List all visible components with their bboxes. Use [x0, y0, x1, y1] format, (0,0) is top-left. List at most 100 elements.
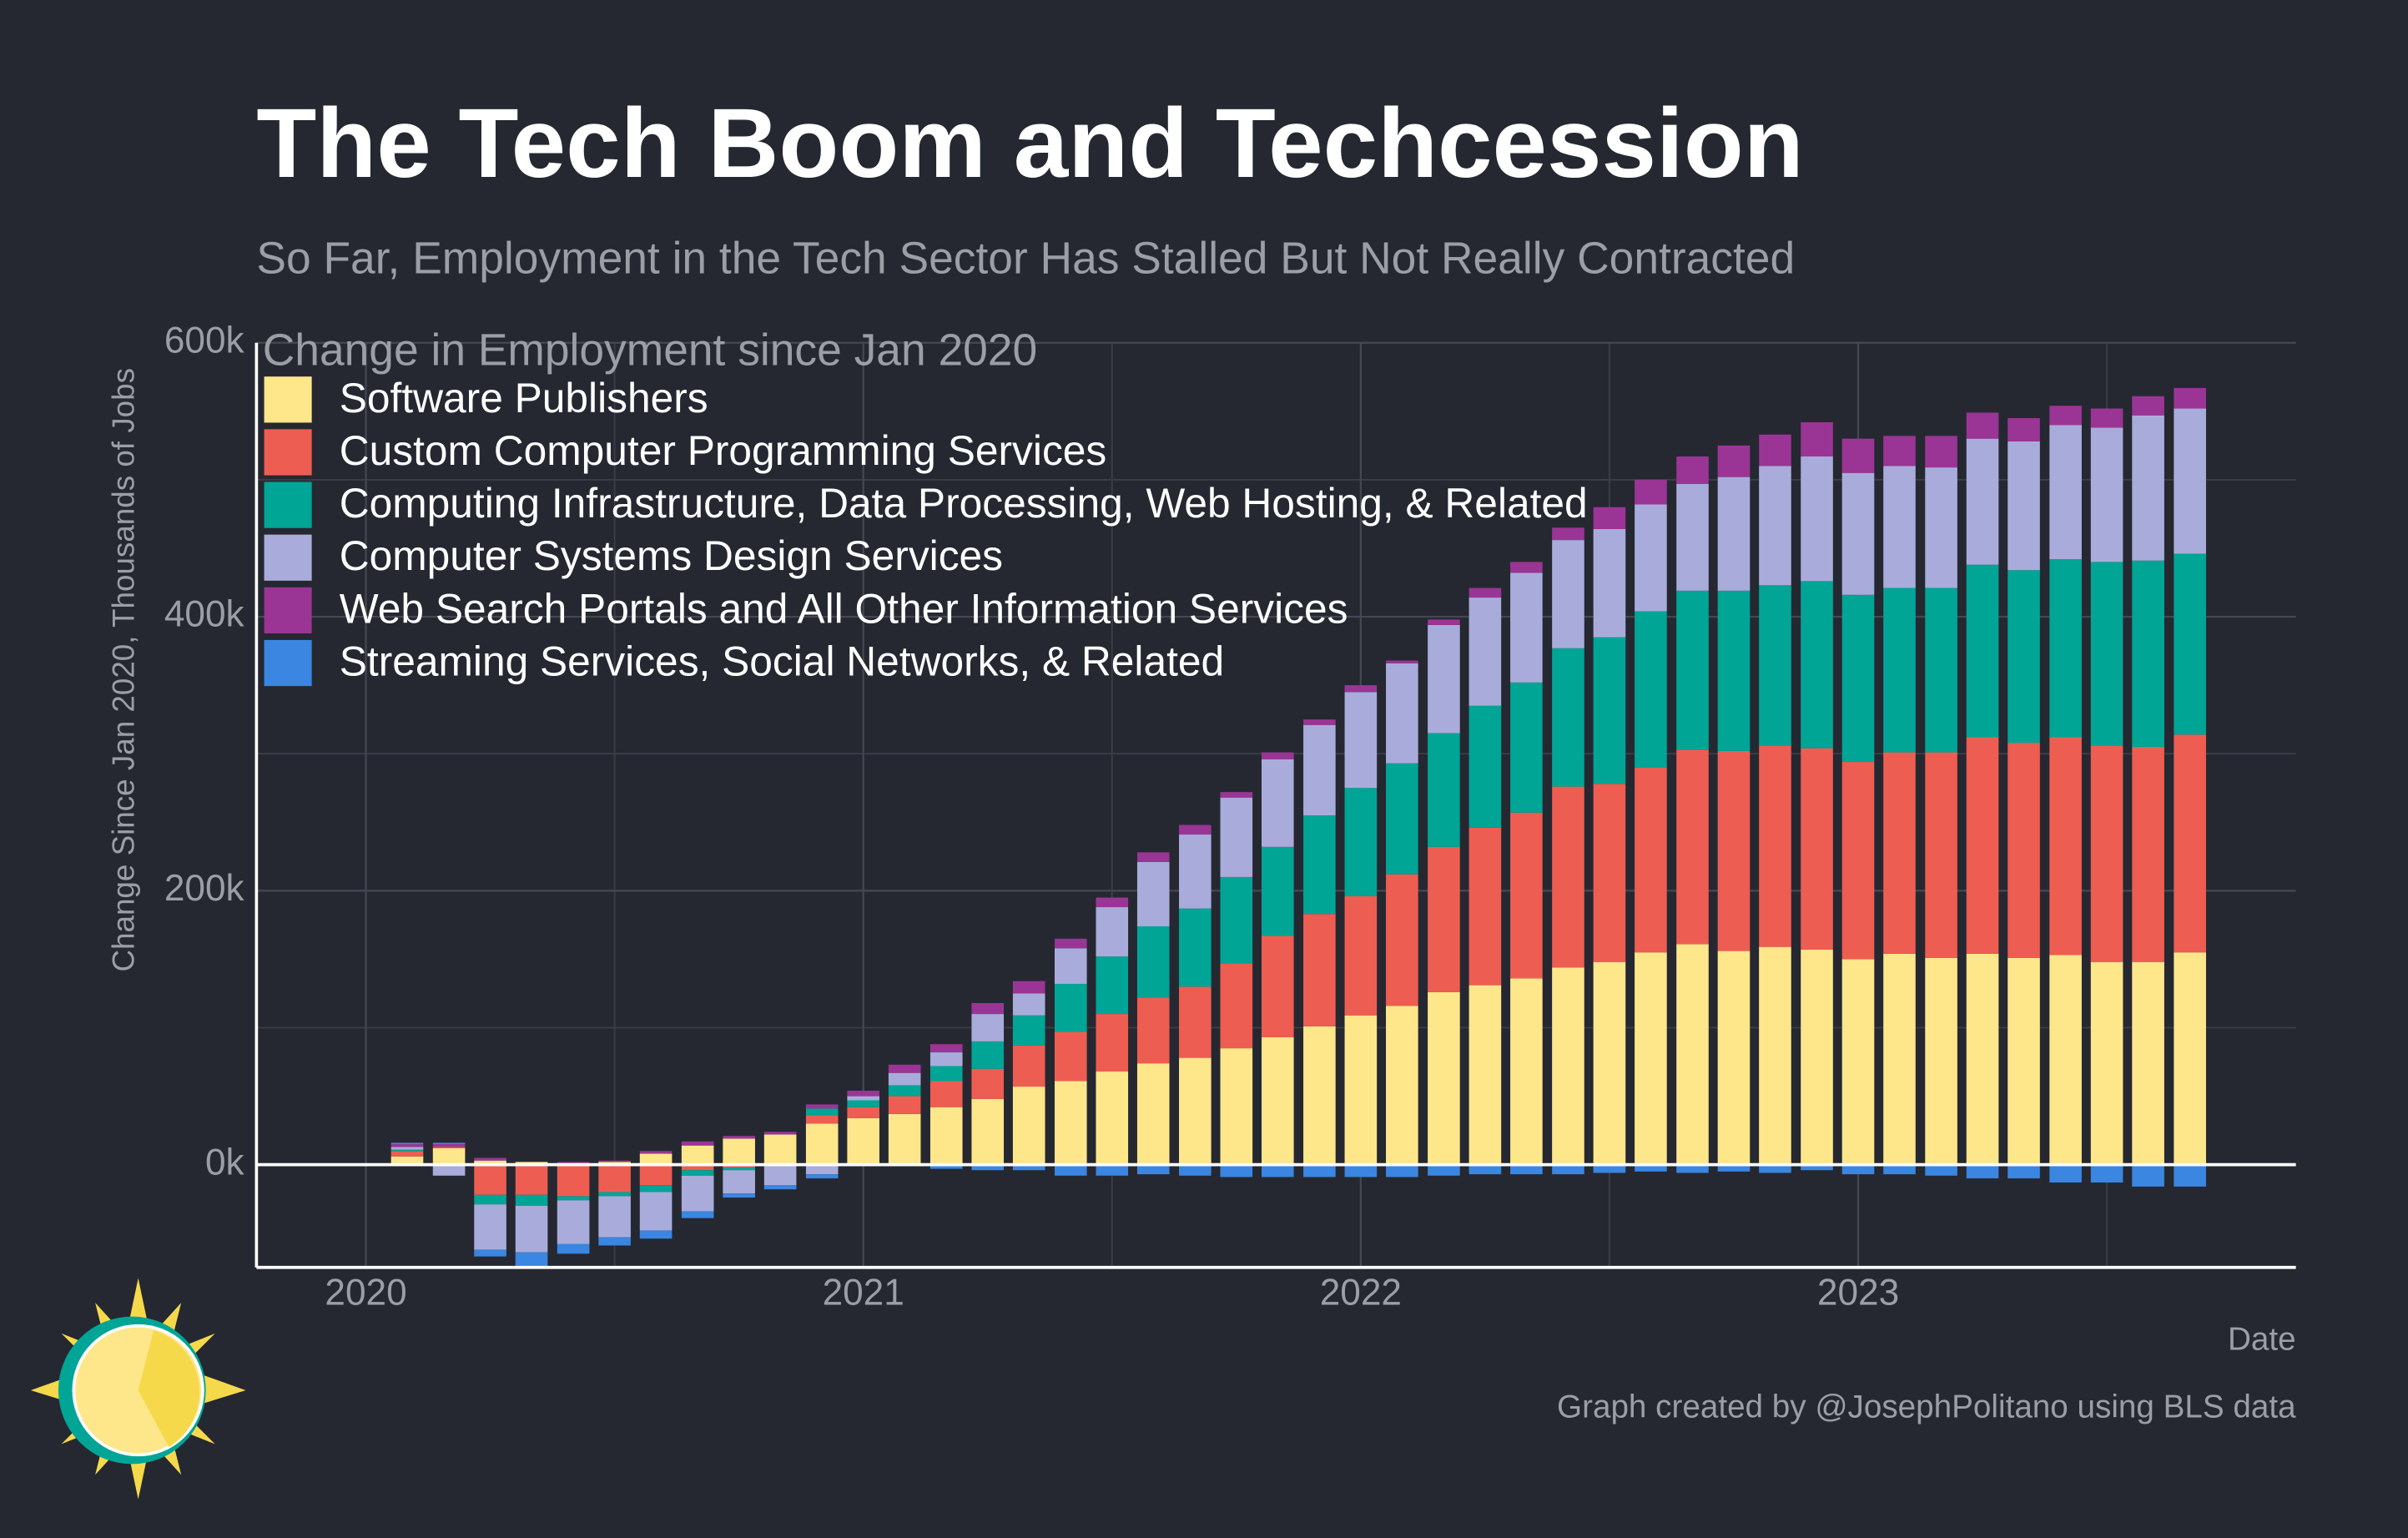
bar-segment	[1096, 956, 1129, 1015]
bar-segment	[639, 1185, 673, 1193]
y-axis-label: Change Since Jan 2020, Thousands of Jobs	[107, 368, 141, 972]
bar-segment	[2049, 406, 2082, 426]
bar-segment	[929, 1081, 963, 1107]
bar-segment	[1593, 528, 1626, 638]
bar-segment	[1510, 572, 1543, 683]
bar-segment	[1303, 914, 1336, 1026]
legend-swatch	[264, 534, 312, 581]
bar-segment	[432, 1147, 466, 1148]
bar-segment	[1759, 946, 1791, 1165]
bar-segment	[681, 1175, 714, 1212]
bar-segment	[474, 1194, 506, 1205]
bar-segment	[1717, 1164, 1751, 1172]
bar-segment	[1801, 456, 1833, 582]
chart-subtitle: So Far, Employment in the Tech Sector Ha…	[256, 234, 1795, 283]
bar-segment	[1179, 1164, 1212, 1176]
bar-segment	[1303, 724, 1336, 816]
bar-segment	[1635, 611, 1667, 768]
bar-segment	[1096, 1072, 1129, 1165]
bar-segment	[2132, 396, 2164, 416]
bar-segment	[805, 1108, 839, 1116]
bar-segment	[1386, 1006, 1418, 1165]
legend-label: Computer Systems Design Services	[340, 532, 1003, 579]
bar-segment	[1220, 876, 1253, 964]
bar-segment	[1220, 1164, 1253, 1177]
bar-segment	[1096, 1164, 1129, 1176]
bar-segment	[847, 1117, 879, 1165]
bar-segment	[1261, 935, 1294, 1037]
bar-segment	[1054, 983, 1087, 1032]
bar-segment	[432, 1142, 466, 1145]
bar-segment	[557, 1200, 590, 1244]
bar-segment	[2049, 425, 2082, 560]
bar-segment	[805, 1174, 839, 1179]
bar-segment	[1179, 835, 1212, 909]
bar-segment	[1925, 436, 1957, 468]
bar-segment	[1261, 1164, 1294, 1177]
bar-segment	[1386, 660, 1418, 663]
legend-swatch	[264, 429, 312, 476]
bar-segment	[1593, 784, 1626, 962]
bar-segment	[474, 1249, 506, 1257]
bar-segment	[1261, 846, 1294, 936]
bar-segment	[2174, 1164, 2206, 1187]
bar-segment	[805, 1115, 839, 1124]
x-tick-label: 2022	[1320, 1273, 1402, 1314]
bar-segment	[1344, 1015, 1378, 1165]
bar-segment	[557, 1164, 590, 1197]
bar-segment	[1179, 908, 1212, 987]
bar-segment	[598, 1192, 631, 1197]
bar-segment	[1386, 663, 1418, 764]
bar-segment	[2090, 408, 2123, 428]
bar-segment	[1344, 788, 1378, 896]
bar-segment	[1593, 961, 1626, 1165]
legend-swatch	[264, 587, 312, 633]
bar-segment	[1303, 815, 1336, 915]
bar-segment	[2049, 955, 2082, 1165]
bar-segment	[1136, 861, 1170, 927]
bar-segment	[1179, 986, 1212, 1058]
bar-segment	[805, 1104, 839, 1109]
bar-segment	[2008, 441, 2040, 571]
bar-segment	[1966, 1164, 1999, 1179]
bar-segment	[1966, 737, 1999, 954]
bar-segment	[1468, 598, 1502, 706]
bar-segment	[1012, 1045, 1045, 1087]
bar-segment	[929, 1052, 963, 1067]
bar-segment	[1635, 479, 1667, 505]
bar-segment	[639, 1151, 673, 1154]
bar-segment	[1552, 648, 1584, 787]
bar-segment	[763, 1134, 797, 1165]
bar-segment	[847, 1107, 879, 1118]
bar-segment	[1386, 1164, 1418, 1177]
bar-segment	[888, 1113, 921, 1165]
bar-segment	[390, 1147, 424, 1150]
bar-segment	[1676, 483, 1709, 591]
y-tick-label: 200k	[164, 868, 245, 909]
bar-segment	[929, 1044, 963, 1053]
bar-segment	[515, 1205, 548, 1253]
bar-segment	[723, 1193, 755, 1198]
bar-segment	[1841, 959, 1875, 1165]
bar-segment	[2090, 961, 2123, 1165]
bar-segment	[1386, 874, 1418, 1006]
bar-segment	[2008, 1164, 2040, 1179]
bar-segment	[1096, 1014, 1129, 1072]
bar-segment	[1841, 1164, 1875, 1175]
bar-segment	[1676, 456, 1709, 484]
bar-segment	[390, 1149, 424, 1152]
legend-label: Custom Computer Programming Services	[340, 427, 1107, 474]
bar-segment	[1012, 993, 1045, 1016]
bar-segment	[723, 1170, 755, 1194]
bar-segment	[1759, 745, 1791, 947]
bar-segment	[1841, 472, 1875, 595]
bar-segment	[1054, 948, 1087, 984]
bar-segment	[1510, 562, 1543, 573]
bar-segment	[1012, 1087, 1045, 1165]
x-tick-label: 2021	[823, 1273, 904, 1314]
legend-swatch	[264, 376, 312, 423]
bar-segment	[1883, 752, 1916, 954]
bar-segment	[2174, 553, 2206, 735]
bar-segment	[1428, 733, 1460, 847]
bar-segment	[847, 1091, 879, 1097]
